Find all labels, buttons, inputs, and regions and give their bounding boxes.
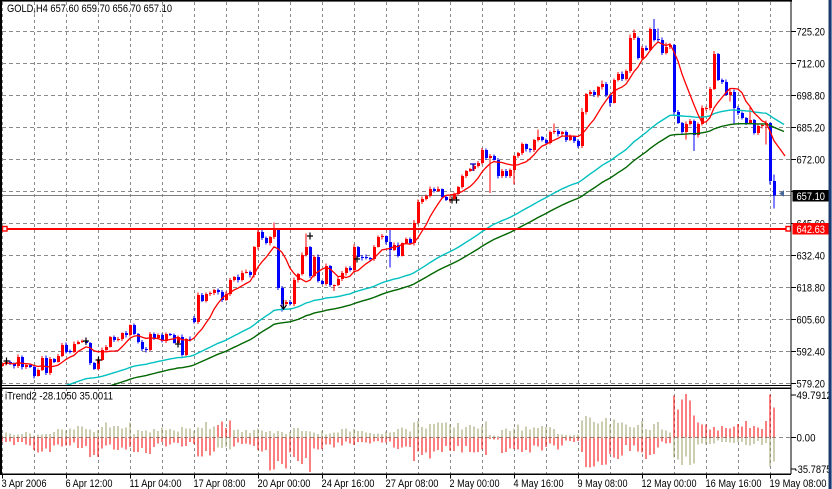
- svg-text:19 May 08:00: 19 May 08:00: [770, 478, 827, 489]
- svg-text:12 May 00:00: 12 May 00:00: [642, 478, 697, 489]
- svg-text:605.60: 605.60: [797, 315, 826, 327]
- svg-text:6 Apr 12:00: 6 Apr 12:00: [66, 478, 113, 489]
- svg-text:2 May 00:00: 2 May 00:00: [450, 478, 500, 489]
- svg-text:579.20: 579.20: [797, 379, 826, 391]
- svg-text:GOLD,H4 657.60 659.70 656.70: GOLD,H4 657.60 659.70 656.70 657.10: [7, 3, 172, 15]
- svg-text:0.00: 0.00: [797, 433, 816, 445]
- svg-text:20 Apr 00:00: 20 Apr 00:00: [258, 478, 311, 489]
- svg-text:-35.7875: -35.7875: [795, 464, 832, 476]
- svg-text:3 Apr 2006: 3 Apr 2006: [2, 478, 47, 489]
- svg-text:iTrend2 -28.1050 35.0011: iTrend2 -28.1050 35.0011: [5, 391, 113, 403]
- svg-text:618.80: 618.80: [797, 283, 826, 295]
- svg-text:27 Apr 08:00: 27 Apr 08:00: [386, 478, 439, 489]
- svg-text:657.10: 657.10: [797, 191, 826, 203]
- svg-text:4 May 16:00: 4 May 16:00: [514, 478, 564, 489]
- svg-text:642.63: 642.63: [797, 224, 826, 236]
- svg-text:698.80: 698.80: [797, 91, 826, 103]
- svg-text:17 Apr 08:00: 17 Apr 08:00: [194, 478, 246, 489]
- svg-text:16 May 16:00: 16 May 16:00: [706, 478, 762, 489]
- svg-text:9 May 08:00: 9 May 08:00: [578, 478, 628, 489]
- svg-text:24 Apr 16:00: 24 Apr 16:00: [322, 478, 375, 489]
- svg-text:685.20: 685.20: [797, 123, 826, 135]
- svg-text:672.00: 672.00: [797, 155, 826, 167]
- svg-text:632.40: 632.40: [797, 251, 826, 263]
- svg-text:11 Apr 04:00: 11 Apr 04:00: [130, 478, 182, 489]
- svg-text:49.7912: 49.7912: [797, 390, 832, 402]
- svg-text:725.20: 725.20: [797, 27, 826, 39]
- svg-text:712.00: 712.00: [797, 59, 826, 71]
- svg-text:592.40: 592.40: [797, 347, 826, 359]
